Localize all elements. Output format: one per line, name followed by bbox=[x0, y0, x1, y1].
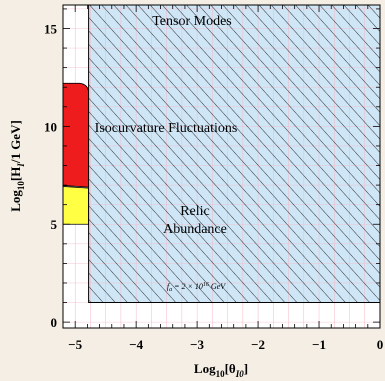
axis-tick-labels: −5 −4 −3 −2 −1 0 0 5 10 15 bbox=[44, 21, 383, 352]
x-tick-label: −3 bbox=[190, 337, 204, 352]
x-tick-label: −4 bbox=[129, 337, 143, 352]
x-tick-label: −2 bbox=[251, 337, 265, 352]
x-tick-label: −5 bbox=[68, 337, 82, 352]
hatched-region-lines bbox=[88, 5, 380, 303]
tensor-modes-label: Tensor Modes bbox=[152, 14, 232, 29]
x-tick-label: −1 bbox=[312, 337, 326, 352]
x-axis-title: Log10[θI0] bbox=[194, 361, 248, 379]
y-tick-label: 0 bbox=[51, 315, 58, 330]
y-tick-label: 10 bbox=[44, 119, 57, 134]
fa-label: fa = 2 × 1016 GeV bbox=[167, 282, 226, 293]
y-axis-title: Log10[HI/1 GeV] bbox=[8, 120, 26, 212]
region-boundary bbox=[88, 5, 380, 304]
isocurvature-label: Isocurvature Fluctuations bbox=[95, 121, 238, 136]
y-tick-label: 5 bbox=[51, 217, 58, 232]
x-tick-label: 0 bbox=[377, 337, 384, 352]
relic-label: Relic bbox=[180, 204, 210, 219]
y-tick-label: 15 bbox=[44, 21, 58, 36]
axis-ticks bbox=[63, 5, 381, 328]
abundance-label: Abundance bbox=[163, 222, 227, 237]
